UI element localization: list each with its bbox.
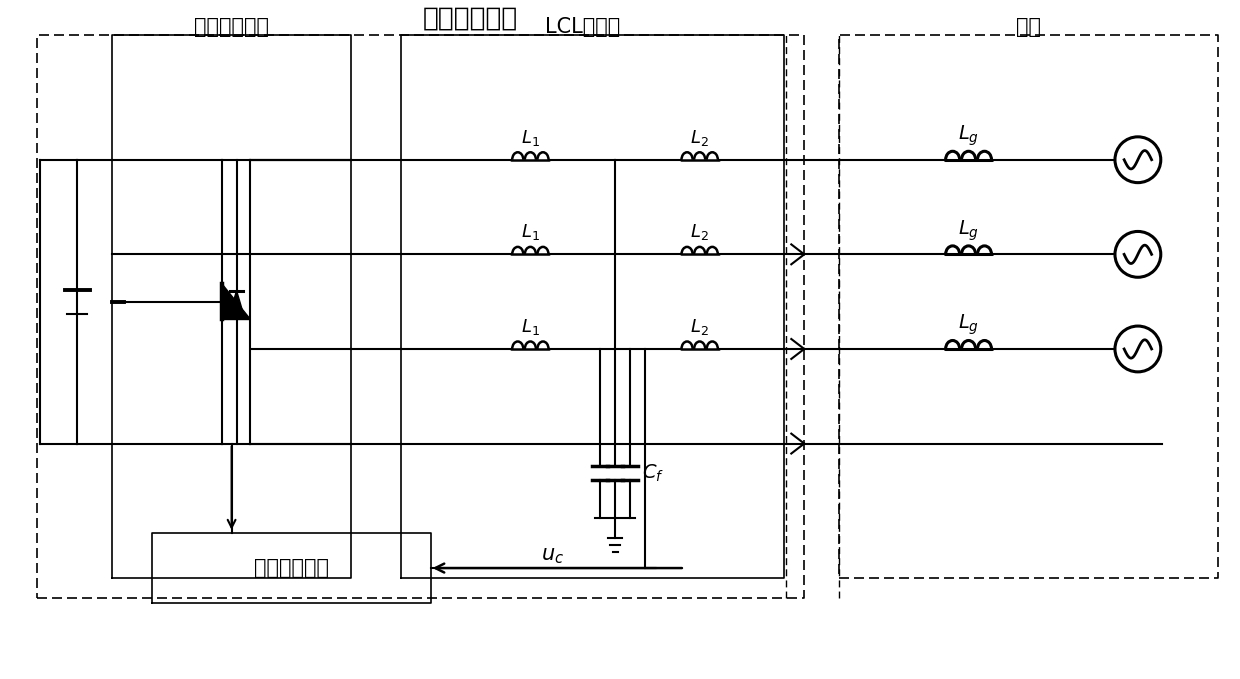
Text: $L_1$: $L_1$ <box>521 223 539 242</box>
Polygon shape <box>231 291 243 312</box>
Text: 并网变流设备: 并网变流设备 <box>423 5 518 31</box>
Text: $C_f$: $C_f$ <box>642 463 665 484</box>
Text: $L_1$: $L_1$ <box>521 317 539 337</box>
Text: $L_2$: $L_2$ <box>691 317 709 337</box>
Text: $L_2$: $L_2$ <box>691 128 709 148</box>
Text: $L_g$: $L_g$ <box>959 218 980 242</box>
Text: 电网: 电网 <box>1016 17 1040 37</box>
Text: 控制处理模块: 控制处理模块 <box>254 558 329 578</box>
Text: LCL滤波器: LCL滤波器 <box>546 17 620 37</box>
Text: 功率电路模块: 功率电路模块 <box>195 17 269 37</box>
Polygon shape <box>222 285 249 319</box>
Text: $L_2$: $L_2$ <box>691 223 709 242</box>
Text: $L_g$: $L_g$ <box>959 124 980 148</box>
Text: $L_1$: $L_1$ <box>521 128 539 148</box>
Text: $u_c$: $u_c$ <box>541 546 564 566</box>
Text: $L_g$: $L_g$ <box>959 313 980 337</box>
